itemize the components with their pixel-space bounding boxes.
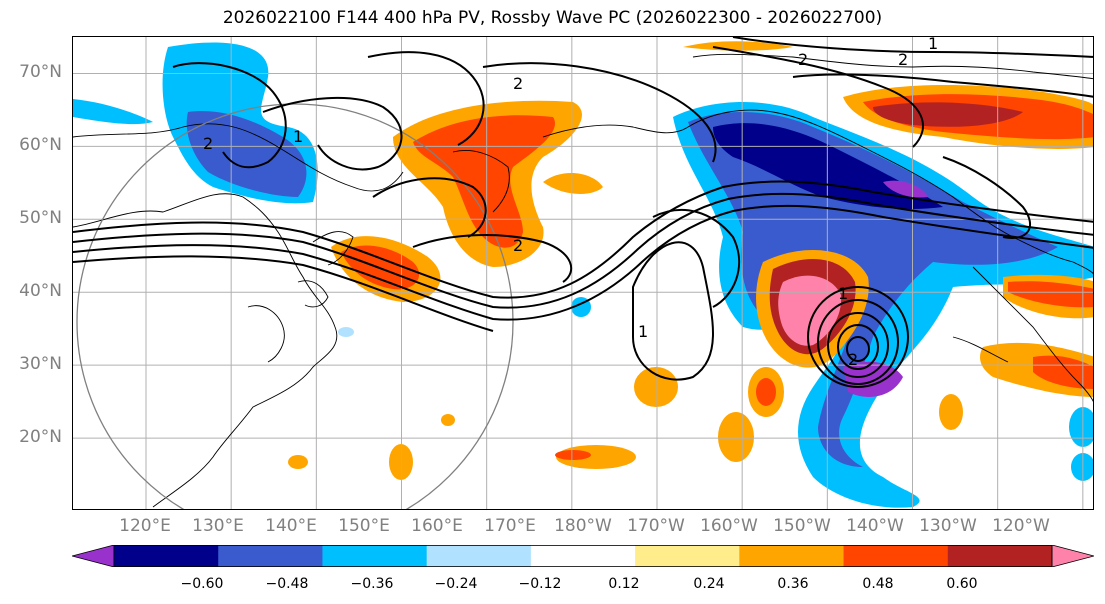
positive-anomaly-area: [1008, 281, 1093, 308]
positive-anomaly-area: [683, 41, 793, 51]
map-panel: 1 2 2 2 1 1 2 2 1 2: [72, 36, 1094, 510]
map-canvas: 1 2 2 2 1 1 2 2 1 2: [73, 37, 1093, 509]
lon-tick-label: 140°W: [846, 516, 904, 536]
colorbar-tick-label: 0.24: [693, 576, 725, 592]
colorbar-segment: [739, 545, 845, 567]
colorbar-tick-label: 0.12: [608, 576, 640, 592]
negative-anomaly-area: [883, 180, 928, 198]
colorbar-segment: [218, 545, 323, 567]
positive-anomaly-area: [441, 414, 455, 426]
positive-anomaly-area: [543, 172, 603, 194]
lon-tick-label: 170°W: [627, 516, 685, 536]
contour-label: 2: [513, 236, 523, 255]
positive-anomaly-area: [939, 394, 963, 430]
lon-tick-label: 180°W: [554, 516, 612, 536]
lon-tick-label: 130°W: [919, 516, 977, 536]
contour-label: 1: [293, 127, 303, 146]
colorbar-segment: [322, 545, 428, 567]
negative-anomaly-area: [338, 327, 354, 337]
negative-anomaly-area: [713, 123, 943, 209]
lon-tick-label: 150°W: [773, 516, 831, 536]
reference-circle: [76, 103, 514, 509]
colorbar-segment: [947, 545, 1053, 567]
colorbar-segment: [530, 545, 636, 567]
colorbar: [72, 545, 1094, 567]
colorbar-extend-low: [72, 545, 115, 567]
positive-anomaly-area: [756, 378, 776, 406]
contour-label-group: 1 2 2 2 1 1 2 2 1 2: [203, 37, 938, 369]
positive-anomaly-area: [288, 455, 308, 469]
figure-title: 2026022100 F144 400 hPa PV, Rossby Wave …: [222, 8, 883, 28]
contour-label: 2: [203, 134, 213, 153]
positive-anomaly-area: [778, 275, 842, 346]
colorbar-tick-label: 0.48: [862, 576, 894, 592]
negative-anomaly-area: [1071, 453, 1093, 481]
colorbar-segment: [426, 545, 532, 567]
contour-label: 1: [838, 284, 848, 303]
positive-anomaly-area: [1033, 355, 1093, 389]
lon-tick-label: 120°W: [992, 516, 1050, 536]
lon-tick-label: 120°E: [119, 516, 171, 536]
positive-anomaly-area: [718, 412, 754, 462]
colorbar-segment: [843, 545, 949, 567]
contour-label: 2: [513, 74, 523, 93]
contour-label: 1: [928, 37, 938, 53]
colorbar-tick-label: 0.60: [946, 576, 978, 592]
pc-contours: [73, 37, 1093, 388]
lon-tick-label: 130°E: [192, 516, 244, 536]
contour-label: 2: [798, 50, 808, 69]
lat-tick-label: 40°N: [19, 281, 62, 301]
colorbar-tick-label: −0.60: [180, 576, 224, 592]
positive-anomaly-area: [634, 367, 678, 407]
colorbar-tick-label: −0.24: [434, 576, 478, 592]
positive-anomaly-area: [873, 102, 1023, 127]
colorbar-outline: [113, 545, 1053, 567]
lon-tick-label: 160°W: [700, 516, 758, 536]
colorbar-tick-label: −0.36: [350, 576, 394, 592]
colorbar-extend-high: [1051, 545, 1094, 567]
negative-anomaly-area: [186, 111, 307, 197]
colorbar-tick-label: 0.36: [777, 576, 809, 592]
lat-tick-label: 20°N: [19, 427, 62, 447]
negative-anomaly-area: [73, 99, 153, 125]
colorbar-tick-label: −0.48: [265, 576, 309, 592]
colorbar-tick-label: −0.12: [518, 576, 562, 592]
lon-tick-label: 160°E: [411, 516, 463, 536]
lon-tick-label: 140°E: [265, 516, 317, 536]
map-gridlines: [73, 37, 1093, 509]
positive-anomaly-area: [413, 115, 555, 248]
lat-tick-label: 50°N: [19, 208, 62, 228]
colorbar-segment: [635, 545, 740, 567]
negative-anomaly-area: [1069, 407, 1093, 447]
lon-tick-label: 150°E: [338, 516, 390, 536]
positive-anomaly-area: [555, 450, 591, 460]
lat-tick-label: 30°N: [19, 354, 62, 374]
lat-tick-label: 70°N: [19, 62, 62, 82]
lon-tick-label: 170°E: [484, 516, 536, 536]
contour-label: 2: [848, 350, 858, 369]
contour-label: 1: [638, 322, 648, 341]
contour-label: 2: [898, 50, 908, 69]
colorbar-segment: [114, 545, 219, 567]
lat-tick-label: 60°N: [19, 135, 62, 155]
